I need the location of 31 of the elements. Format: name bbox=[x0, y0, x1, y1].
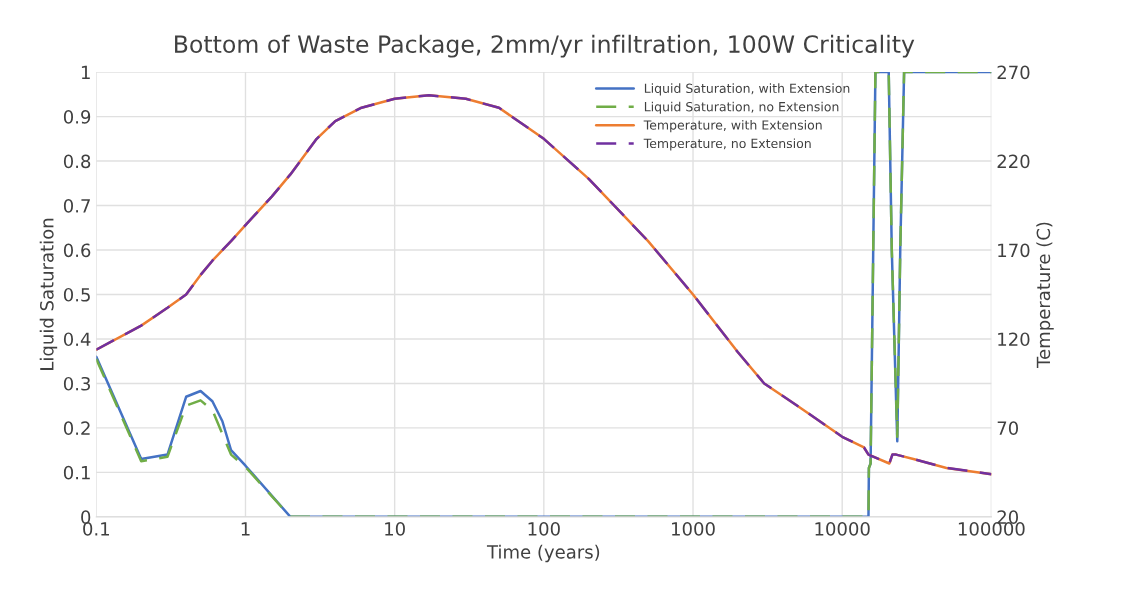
legend-label: Temperature, with Extension bbox=[643, 120, 822, 133]
legend-label: Liquid Saturation, with Extension bbox=[644, 83, 850, 96]
y-tick-label: 0.8 bbox=[63, 154, 91, 169]
y-tick-label: 0.1 bbox=[63, 465, 90, 480]
x-tick-label: 1 bbox=[241, 522, 250, 536]
x-tick-label: 10 bbox=[385, 522, 405, 536]
legend-label: Liquid Saturation, no Extension bbox=[644, 101, 839, 114]
y2-tick-label: 170 bbox=[998, 243, 1030, 258]
x-tick-label: 1000 bbox=[672, 522, 715, 536]
y-tick-label: 0.3 bbox=[63, 376, 90, 391]
y-tick-label: 0.4 bbox=[63, 332, 91, 347]
y2-tick-label: 270 bbox=[997, 65, 1030, 80]
x-axis-title: Time (years) bbox=[486, 544, 600, 563]
y2-tick-label: 20 bbox=[997, 510, 1019, 524]
y-tick-label: 0.9 bbox=[63, 110, 91, 124]
y-axis-title: Liquid Saturation bbox=[39, 218, 58, 370]
y2-axis-title: Temperature (C) bbox=[1036, 222, 1054, 368]
y-tick-label: 0.7 bbox=[63, 199, 90, 213]
x-tick-label: 100000 bbox=[958, 522, 1025, 536]
y-tick-label: 0.6 bbox=[63, 243, 91, 258]
x-tick-label: 10000 bbox=[815, 522, 870, 536]
y2-tick-label: 120 bbox=[998, 332, 1030, 347]
y-tick-label: 0 bbox=[81, 510, 91, 524]
legend-label: Temperature, no Extension bbox=[643, 138, 811, 151]
y2-tick-label: 70 bbox=[997, 421, 1019, 436]
chart-title: Bottom of Waste Package, 2mm/yr infiltration, 100W Criticality bbox=[175, 34, 915, 58]
y-tick-label: 0.2 bbox=[63, 421, 90, 436]
x-tick-label: 100 bbox=[528, 522, 560, 536]
y-tick-label: 0.5 bbox=[63, 287, 90, 302]
y-tick-label: 1 bbox=[81, 65, 90, 79]
y2-tick-label: 220 bbox=[997, 154, 1030, 169]
